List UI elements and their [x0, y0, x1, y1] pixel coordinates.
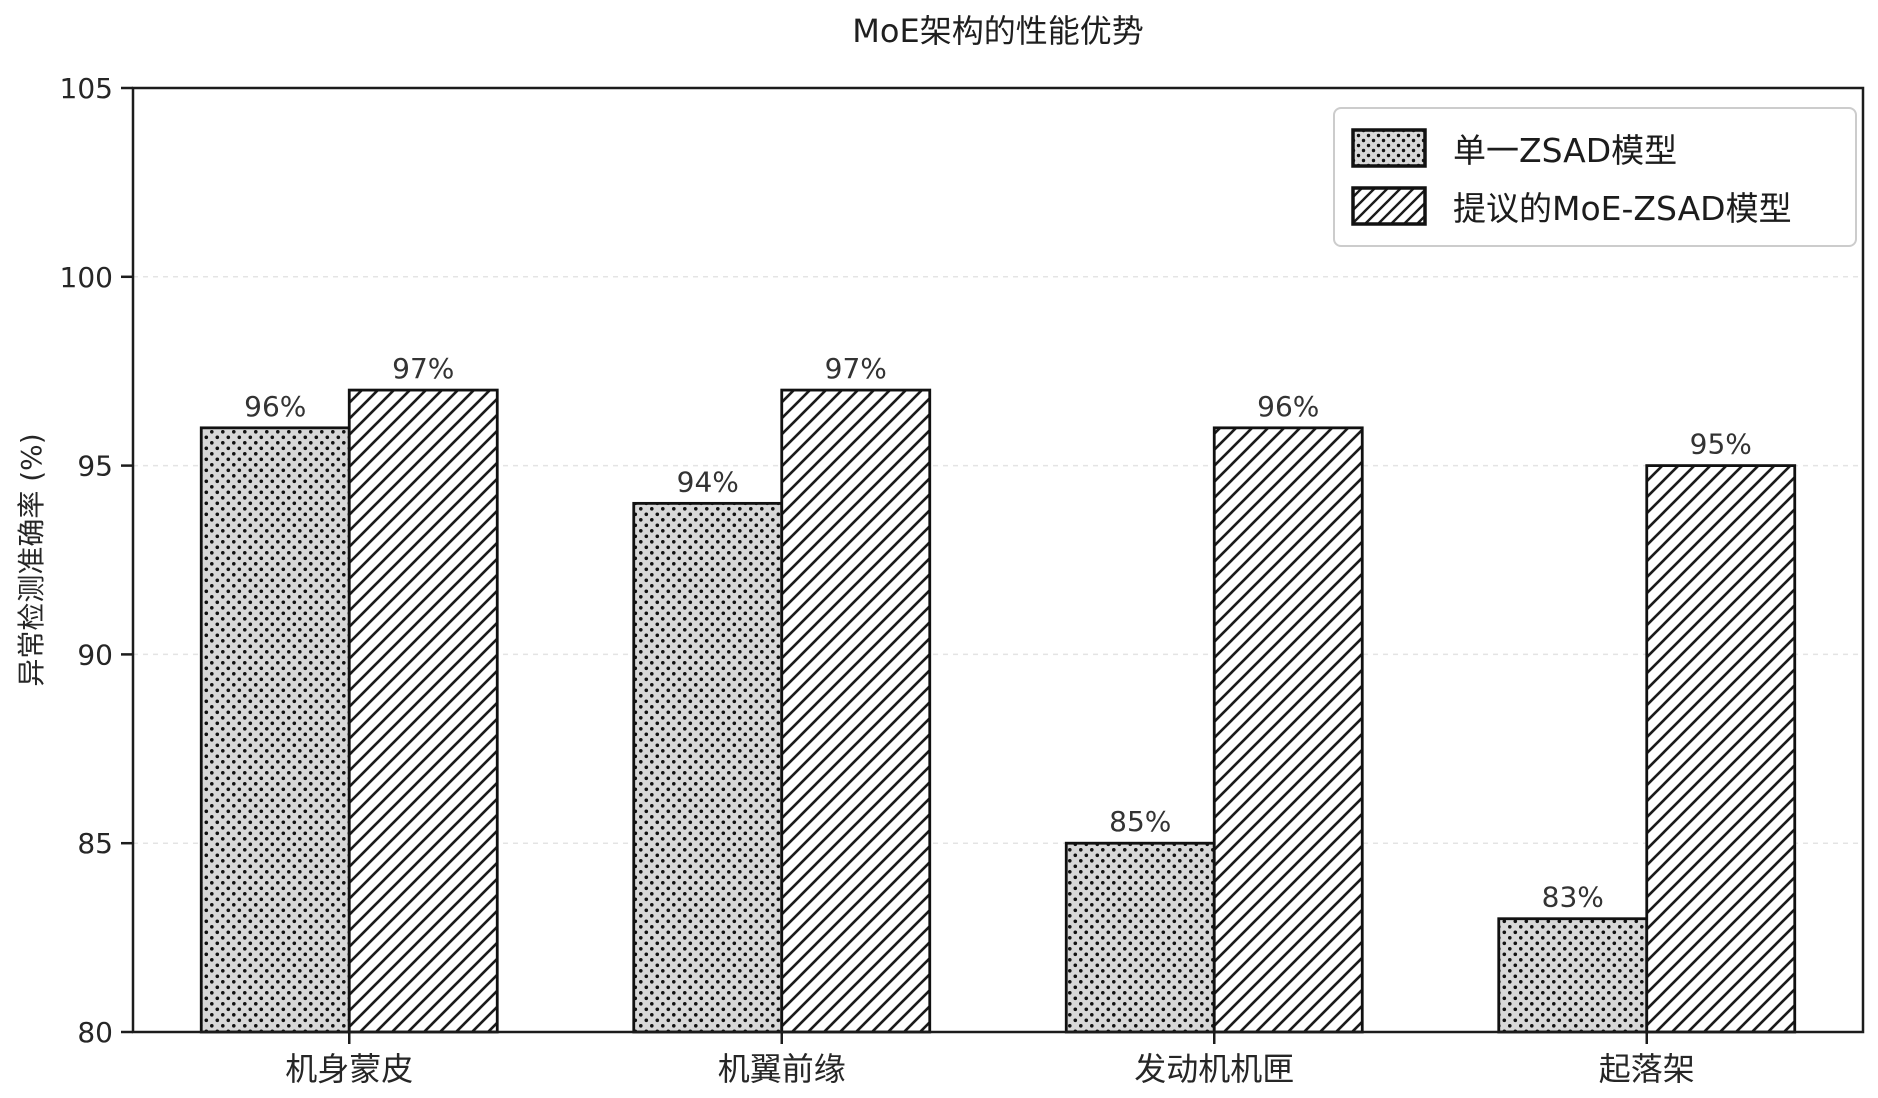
- bar-series0-cat1: [632, 501, 784, 1034]
- x-tick-label: 发动机机匣: [1134, 1050, 1294, 1088]
- chart-title: MoE架构的性能优势: [852, 12, 1144, 50]
- hatch-pattern-swatch-icon: [1351, 186, 1427, 226]
- bar-series1-cat0: [347, 388, 499, 1034]
- legend-item-moe-zsad: 提议的MoE-ZSAD模型: [1351, 180, 1841, 232]
- bar-series0-cat3: [1497, 917, 1649, 1034]
- plot-border: [131, 86, 1865, 1034]
- bar-value-label: 94%: [677, 465, 739, 498]
- legend: 单一ZSAD模型 提议的MoE-ZSAD模型: [1333, 107, 1857, 247]
- y-tick-label: 100: [60, 261, 113, 294]
- bar-value-label: 96%: [244, 390, 306, 423]
- bar-value-label: 83%: [1542, 881, 1604, 914]
- bar-value-label: 97%: [825, 352, 887, 385]
- y-tick-label: 105: [60, 72, 113, 105]
- bar-series1-cat2: [1212, 426, 1364, 1034]
- bar-value-label: 96%: [1257, 390, 1319, 423]
- y-tick-label: 80: [77, 1016, 113, 1049]
- legend-label-single-zsad: 单一ZSAD模型: [1453, 131, 1678, 170]
- bar-series0-cat0: [199, 426, 351, 1034]
- x-tick-label: 机身蒙皮: [285, 1050, 413, 1088]
- bar-series1-cat3: [1645, 464, 1797, 1034]
- x-tick-label: 起落架: [1599, 1050, 1695, 1088]
- x-tick-label: 机翼前缘: [718, 1050, 846, 1088]
- y-tick-label: 90: [77, 638, 113, 671]
- dots-pattern-swatch-icon: [1351, 128, 1427, 168]
- y-tick-label: 85: [77, 827, 113, 860]
- legend-item-single-zsad: 单一ZSAD模型: [1351, 122, 1841, 174]
- bar-value-label: 95%: [1690, 428, 1752, 461]
- legend-label-moe-zsad: 提议的MoE-ZSAD模型: [1453, 189, 1792, 228]
- bar-value-label: 85%: [1109, 805, 1171, 838]
- y-tick-label: 95: [77, 450, 113, 483]
- bar-series0-cat2: [1064, 841, 1216, 1034]
- bar-series1-cat1: [780, 388, 932, 1034]
- bar-value-label: 97%: [392, 352, 454, 385]
